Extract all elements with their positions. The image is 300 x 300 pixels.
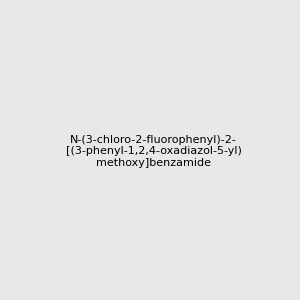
- Text: N-(3-chloro-2-fluorophenyl)-2-
[(3-phenyl-1,2,4-oxadiazol-5-yl)
methoxy]benzamid: N-(3-chloro-2-fluorophenyl)-2- [(3-pheny…: [66, 135, 242, 168]
